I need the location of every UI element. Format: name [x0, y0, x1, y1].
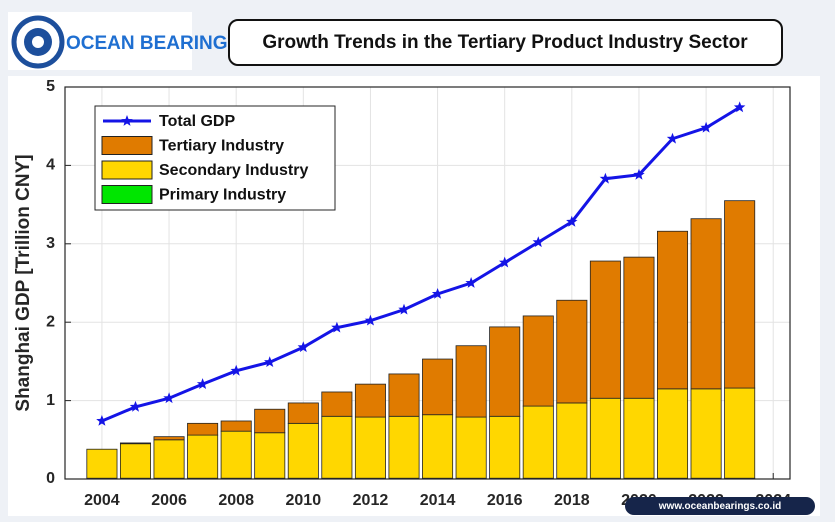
bar-segment — [254, 408, 286, 434]
y-tick-label: 1 — [46, 392, 55, 409]
star-marker — [465, 277, 477, 288]
star-marker — [566, 215, 578, 227]
x-tick-label: 2008 — [218, 492, 254, 509]
bar-segment — [119, 443, 151, 479]
chart-title: Growth Trends in the Tertiary Product In… — [262, 32, 748, 53]
bar-segment — [724, 200, 756, 389]
bar-segment — [287, 402, 319, 424]
y-tick-label: 3 — [46, 235, 55, 252]
line — [101, 106, 741, 423]
bar-segment — [690, 218, 722, 390]
star-marker — [532, 236, 544, 248]
bar-segment — [556, 402, 588, 479]
y-axis-label: Shanghai GDP [Trillion CNY] — [13, 154, 34, 411]
legend-label: Secondary Industry — [159, 162, 308, 179]
website: www.oceanbearings.co.id — [658, 501, 781, 512]
bar-segment — [724, 387, 756, 479]
bar-segment — [455, 345, 487, 418]
star-marker — [733, 101, 746, 113]
bar-segment — [422, 358, 454, 416]
brand: OCEAN BEARING — [66, 33, 228, 54]
bar-segment — [354, 383, 386, 418]
bar-segment — [657, 230, 689, 390]
bar-segment — [657, 388, 689, 479]
star-marker — [599, 172, 612, 184]
y-tick-label: 4 — [46, 157, 55, 174]
star-marker — [331, 321, 343, 333]
star-marker — [633, 168, 645, 180]
bar-segment — [422, 414, 454, 479]
legend-label: Total GDP — [159, 113, 235, 130]
bar-segment — [220, 420, 252, 432]
star-marker — [297, 341, 309, 353]
bar-segment — [589, 397, 621, 479]
bar-segment — [489, 326, 521, 417]
bar-segment — [623, 397, 655, 479]
bar-segment — [321, 415, 353, 479]
bar-segment — [522, 405, 554, 479]
star-marker — [196, 378, 209, 389]
legend-label: Primary Industry — [159, 187, 286, 204]
legend-swatch — [101, 136, 153, 155]
bar-segment — [354, 416, 386, 479]
bar-segment — [489, 415, 521, 479]
star-marker — [431, 288, 444, 299]
logo-ring — [11, 15, 65, 69]
y-tick-label: 5 — [46, 78, 55, 95]
star-marker — [163, 392, 175, 404]
bar-segment — [623, 256, 655, 399]
bar-segment — [388, 415, 420, 479]
legend-star — [121, 115, 133, 126]
title-box — [228, 19, 783, 66]
bar-segment — [556, 299, 588, 404]
x-tick-label: 2012 — [353, 492, 389, 509]
bar-segment — [321, 391, 353, 417]
star-marker — [264, 356, 276, 367]
bar-segment — [220, 430, 252, 479]
x-tick-label: 2010 — [286, 492, 322, 509]
bar-segment — [690, 388, 722, 479]
logo-hole — [32, 36, 44, 48]
star-marker — [499, 256, 511, 268]
x-tick-label: 2018 — [554, 492, 590, 509]
y-tick-label: 2 — [46, 313, 55, 330]
bar-segment — [153, 436, 185, 441]
star-marker — [364, 314, 377, 326]
bar-segment — [522, 315, 554, 407]
bar-segment — [388, 373, 420, 417]
legend-swatch — [101, 185, 153, 204]
bar-segment — [187, 434, 219, 479]
bar-segment — [86, 448, 118, 479]
bar-segment — [287, 422, 319, 479]
logo: OCEAN BEARING — [8, 12, 228, 70]
star-marker — [96, 415, 108, 426]
star-marker — [129, 400, 142, 412]
bar-segment — [119, 442, 151, 445]
axes-box — [64, 86, 791, 480]
x-tick-label: 2004 — [84, 492, 120, 509]
bar-segment — [187, 422, 219, 436]
bar-segment — [455, 416, 487, 479]
bar-segment — [254, 432, 286, 479]
legend-label: Tertiary Industry — [159, 138, 284, 155]
star-marker — [700, 121, 712, 133]
website-pill — [625, 497, 815, 515]
star-marker — [666, 132, 679, 144]
star-marker — [398, 303, 410, 315]
x-tick-label: 2006 — [151, 492, 187, 509]
bar-segment — [153, 439, 185, 479]
bar-segment — [589, 260, 621, 399]
legend-swatch — [101, 160, 153, 180]
x-tick-label: 2016 — [487, 492, 523, 509]
star-marker — [230, 364, 242, 376]
y-tick-label: 0 — [46, 470, 55, 487]
x-tick-label: 2014 — [420, 492, 456, 509]
